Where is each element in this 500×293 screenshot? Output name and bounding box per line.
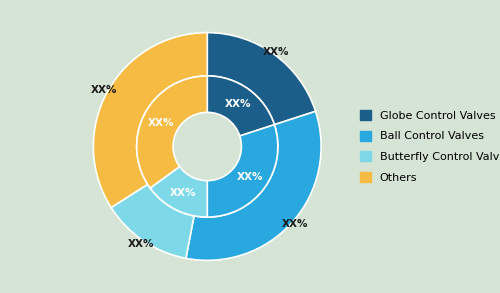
Text: XX%: XX%: [263, 47, 289, 57]
Text: XX%: XX%: [170, 188, 196, 198]
Wedge shape: [94, 33, 208, 207]
Wedge shape: [208, 125, 278, 217]
Wedge shape: [111, 184, 194, 258]
Text: XX%: XX%: [128, 239, 154, 248]
Wedge shape: [208, 76, 274, 136]
Text: XX%: XX%: [91, 85, 118, 95]
Text: XX%: XX%: [148, 118, 174, 128]
Text: XX%: XX%: [236, 172, 263, 182]
Legend: Globe Control Valves, Ball Control Valves, Butterfly Control Valves, Others: Globe Control Valves, Ball Control Valve…: [355, 105, 500, 188]
Text: XX%: XX%: [225, 99, 252, 109]
Wedge shape: [186, 111, 321, 260]
Wedge shape: [150, 167, 208, 217]
Text: XX%: XX%: [282, 219, 308, 229]
Wedge shape: [136, 76, 208, 188]
Wedge shape: [208, 33, 316, 125]
